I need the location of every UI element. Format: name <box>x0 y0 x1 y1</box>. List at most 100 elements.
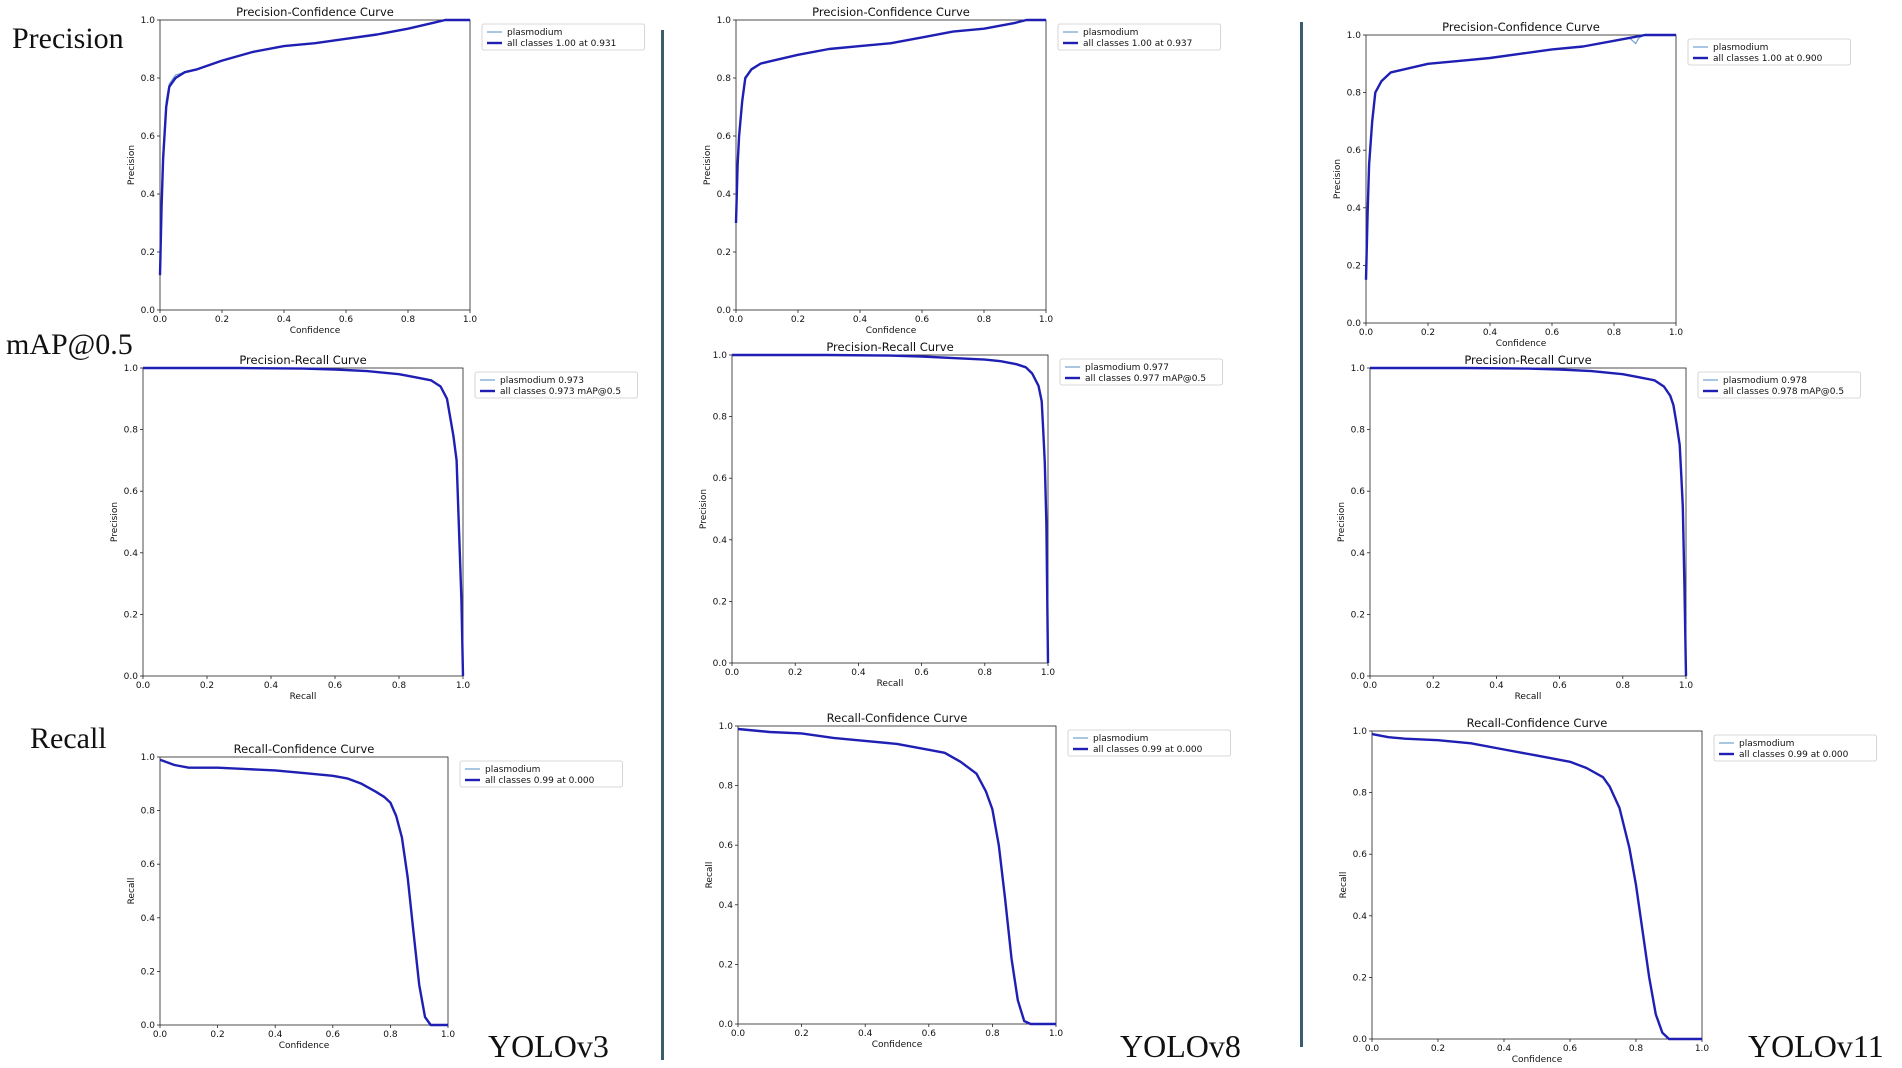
x-axis-label: Confidence <box>872 1040 923 1050</box>
y-tick-label: 1.0 <box>124 364 139 374</box>
x-tick-label: 0.0 <box>731 1029 746 1039</box>
y-tick-label: 0.2 <box>1351 610 1365 620</box>
x-tick-label: 0.8 <box>1629 1044 1644 1054</box>
x-tick-label: 1.0 <box>1669 328 1684 338</box>
x-tick-label: 0.0 <box>1363 681 1378 691</box>
x-axis-label: Recall <box>290 692 317 702</box>
y-tick-label: 0.0 <box>1351 672 1366 682</box>
axes-frame <box>735 19 1047 311</box>
legend-entry: plasmodium 0.978 <box>1723 376 1807 386</box>
x-tick-label: 1.0 <box>463 315 478 325</box>
x-tick-label: 1.0 <box>1695 1044 1710 1054</box>
axes-frame <box>159 19 471 311</box>
y-tick-label: 0.4 <box>1351 549 1366 559</box>
model-label-yolov3: YOLOv3 <box>488 1028 609 1064</box>
y-tick-label: 0.8 <box>124 426 139 436</box>
y-tick-label: 0.4 <box>717 190 732 200</box>
y-tick-label: 0.8 <box>141 74 156 84</box>
legend-entry: plasmodium <box>1713 43 1768 53</box>
y-axis-label: Precision <box>1337 502 1347 542</box>
legend-box <box>1697 371 1861 399</box>
x-tick-label: 1.0 <box>1049 1029 1064 1039</box>
legend-entry: plasmodium <box>1093 734 1148 744</box>
legend-entry: all classes 1.00 at 0.937 <box>1083 39 1192 49</box>
model-label-yolov8: YOLOv8 <box>1120 1028 1241 1064</box>
legend-entry: all classes 0.977 mAP@0.5 <box>1085 374 1206 384</box>
x-tick-label: 1.0 <box>1041 668 1056 678</box>
series-line-plasmodium <box>159 19 470 276</box>
chart-title: Recall-Confidence Curve <box>827 711 968 725</box>
y-tick-label: 0.8 <box>1347 89 1362 99</box>
y-axis-label: Recall <box>1339 872 1349 899</box>
y-tick-label: 0.4 <box>141 914 156 924</box>
x-tick-label: 0.2 <box>200 681 214 691</box>
series-line-all-classes <box>158 18 470 276</box>
x-tick-label: 0.8 <box>1607 328 1622 338</box>
y-tick-label: 0.0 <box>717 306 732 316</box>
x-tick-label: 0.4 <box>1497 1044 1512 1054</box>
y-tick-label: 0.4 <box>124 549 139 559</box>
y-tick-label: 0.6 <box>141 132 156 142</box>
y-tick-label: 1.0 <box>1351 364 1366 374</box>
y-tick-label: 0.8 <box>719 782 734 792</box>
chart-yolov11-precision-confidence: Precision-Confidence Curve 0.00.0 0.2 0.2 0.… <box>1333 20 1851 349</box>
x-tick-label: 0.8 <box>401 315 416 325</box>
y-tick-label: 0.4 <box>719 901 734 911</box>
x-tick-label: 0.4 <box>1483 328 1498 338</box>
x-tick-label: 1.0 <box>456 681 471 691</box>
x-tick-label: 0.2 <box>210 1030 224 1040</box>
legend-entry: all classes 0.99 at 0.000 <box>485 776 595 786</box>
y-tick-label: 0.8 <box>141 807 156 817</box>
x-tick-label: 0.2 <box>794 1029 808 1039</box>
y-tick-label: 0.0 <box>124 672 139 682</box>
x-tick-label: 0.2 <box>215 315 229 325</box>
y-tick-label: 1.0 <box>1353 727 1368 737</box>
y-tick-label: 0.6 <box>124 487 139 497</box>
y-tick-label: 0.8 <box>717 74 732 84</box>
legend-entry: plasmodium <box>1739 739 1794 749</box>
x-tick-label: 0.6 <box>339 315 354 325</box>
x-tick-label: 0.8 <box>383 1030 398 1040</box>
plot-area: Precision-Confidence Curve 0.00.0 0.2 0.2 0.… <box>1333 20 1851 349</box>
axes-frame <box>159 756 449 1026</box>
x-tick-label: 0.4 <box>264 681 279 691</box>
legend-box <box>1057 23 1221 51</box>
legend-box <box>474 371 638 399</box>
y-tick-label: 0.8 <box>713 413 728 423</box>
y-tick-label: 0.2 <box>717 248 731 258</box>
x-tick-label: 0.2 <box>791 315 805 325</box>
column-divider-right <box>1300 22 1303 1047</box>
series-line-plasmodium <box>143 367 464 677</box>
legend-entry: plasmodium <box>1083 28 1138 38</box>
plot-area: Precision-Recall Curve 0.00.0 0.2 0.2 0.4 0.4… <box>1337 353 1861 702</box>
y-tick-label: 0.0 <box>719 1020 734 1030</box>
series-line-all-classes <box>734 18 1046 224</box>
y-tick-label: 1.0 <box>717 16 732 26</box>
x-axis-label: Confidence <box>279 1041 330 1051</box>
x-tick-label: 0.8 <box>985 1029 1000 1039</box>
legend-box <box>1067 729 1231 757</box>
y-tick-label: 0.2 <box>713 597 727 607</box>
y-axis-label: Precision <box>703 145 713 185</box>
row-label-precision: Precision <box>12 22 124 55</box>
x-axis-label: Recall <box>877 679 904 689</box>
x-tick-label: 0.4 <box>277 315 292 325</box>
series-line-all-classes <box>732 353 1050 664</box>
y-tick-label: 0.2 <box>719 960 733 970</box>
legend-box <box>1713 734 1877 762</box>
y-tick-label: 0.6 <box>713 474 728 484</box>
y-tick-label: 0.4 <box>1353 912 1368 922</box>
x-tick-label: 0.4 <box>1489 681 1504 691</box>
y-tick-label: 0.2 <box>141 967 155 977</box>
row-label-recall: Recall <box>30 722 107 755</box>
x-tick-label: 1.0 <box>441 1030 456 1040</box>
y-tick-label: 0.2 <box>1347 261 1361 271</box>
x-tick-label: 0.0 <box>136 681 151 691</box>
axes-frame <box>1365 34 1677 324</box>
x-tick-label: 0.0 <box>725 668 740 678</box>
column-divider-left <box>661 30 664 1060</box>
x-tick-label: 0.6 <box>1545 328 1560 338</box>
row-label-map: mAP@0.5 <box>6 328 133 361</box>
chart-yolov11-precision-recall: Precision-Recall Curve 0.00.0 0.2 0.2 0.4 0.4… <box>1337 353 1861 702</box>
x-tick-label: 0.4 <box>858 1029 873 1039</box>
